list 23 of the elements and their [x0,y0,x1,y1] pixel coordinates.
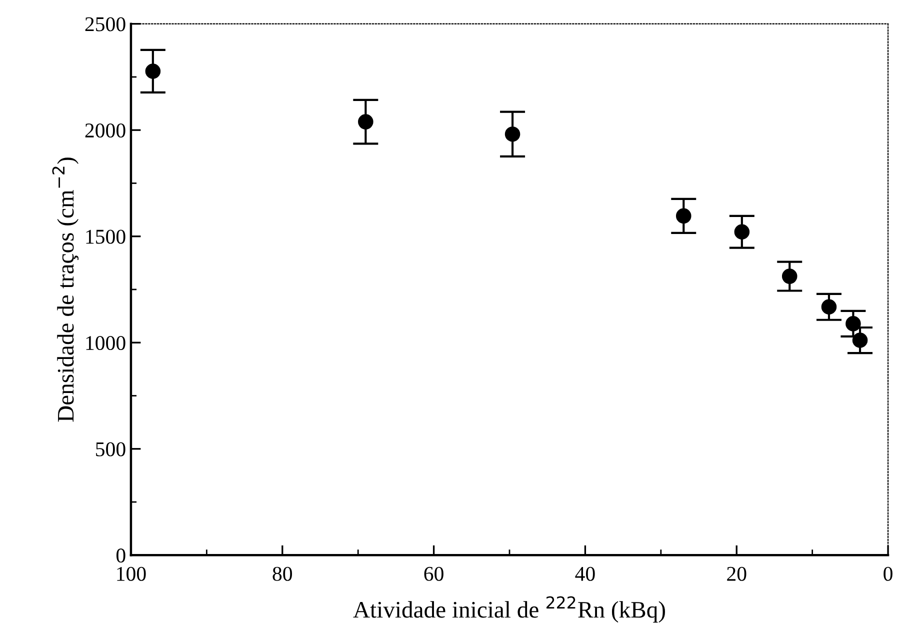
x-tick-label: 60 [424,566,444,581]
y-tick-label: 1500 [86,230,126,244]
x-axis-title: Atividade inicial de $^{222}$Rn (kBq) [353,596,665,623]
x-tick-label: 80 [272,566,292,581]
x-tick-label: 0 [884,566,892,581]
point [846,316,861,332]
point [145,64,161,79]
point [821,299,837,315]
y-tick-label: 2000 [85,123,126,138]
y-tick-label: 1000 [86,336,126,350]
y-axis-title: Densidade de traços (cm$^{−2}$) [52,158,79,422]
x-tick-label: 20 [727,566,746,581]
point [504,126,520,142]
x-tick-label: 100 [117,566,146,581]
y-tick-label: 0 [116,548,126,563]
y-tick-label: 500 [96,442,126,456]
x-tick-label: 40 [575,566,595,581]
point [734,224,750,240]
point [782,268,798,284]
point [358,114,374,130]
y-tick-label: 2500 [85,17,126,32]
point [852,332,868,348]
point [676,208,692,224]
